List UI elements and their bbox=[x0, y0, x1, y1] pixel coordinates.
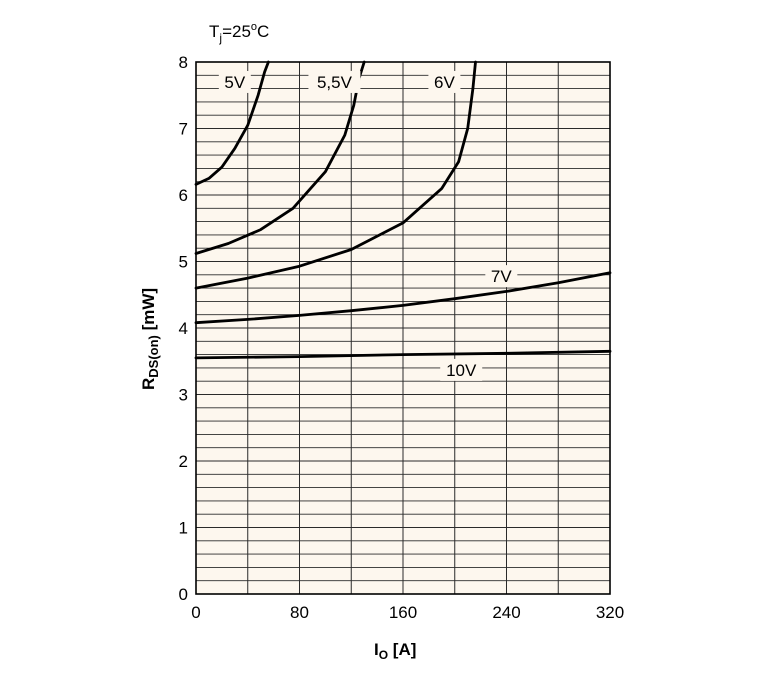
curve-labels: 5V 5,5V 6V 7V 10V bbox=[218, 70, 518, 381]
grid bbox=[196, 62, 610, 594]
y-tick-label: 6 bbox=[179, 186, 188, 205]
y-tick-label: 5 bbox=[179, 253, 188, 272]
curve-label: 7V bbox=[491, 267, 512, 286]
y-tick-label: 8 bbox=[179, 53, 188, 72]
series-line-10v bbox=[194, 349, 612, 360]
series-line-6v bbox=[194, 60, 477, 290]
series-line-7v bbox=[194, 271, 612, 325]
curve-label: 10V bbox=[446, 361, 477, 380]
temperature-annotation: Tj=25oC bbox=[209, 21, 269, 45]
tick-labels: 0 80 160 240 320 0 1 2 3 4 5 6 7 8 bbox=[179, 53, 625, 622]
y-axis-title: RDS(on) [mW] bbox=[139, 288, 161, 390]
curve-label: 6V bbox=[434, 73, 455, 92]
curve-label-background bbox=[485, 265, 518, 288]
x-tick-label: 0 bbox=[191, 603, 200, 622]
y-tick-label: 4 bbox=[179, 319, 188, 338]
curve-label-background bbox=[218, 70, 251, 93]
x-tick-label: 240 bbox=[492, 603, 520, 622]
series-line-5v bbox=[194, 60, 270, 186]
y-tick-label: 2 bbox=[179, 452, 188, 471]
curve-label: 5V bbox=[224, 73, 245, 92]
y-tick-label: 7 bbox=[179, 120, 188, 139]
curve-label: 5,5V bbox=[317, 73, 353, 92]
y-tick-label: 0 bbox=[179, 585, 188, 604]
curve-label-background bbox=[308, 70, 361, 93]
curve-label-background bbox=[440, 358, 483, 381]
x-tick-label: 320 bbox=[596, 603, 624, 622]
series-lines bbox=[194, 60, 612, 360]
y-tick-label: 3 bbox=[179, 386, 188, 405]
x-tick-label: 80 bbox=[290, 603, 309, 622]
plot-frame bbox=[195, 61, 611, 595]
x-tick-label: 160 bbox=[389, 603, 417, 622]
x-axis-title: IO [A] bbox=[374, 640, 416, 662]
curve-label-background bbox=[428, 70, 461, 93]
y-tick-label: 1 bbox=[179, 519, 188, 538]
